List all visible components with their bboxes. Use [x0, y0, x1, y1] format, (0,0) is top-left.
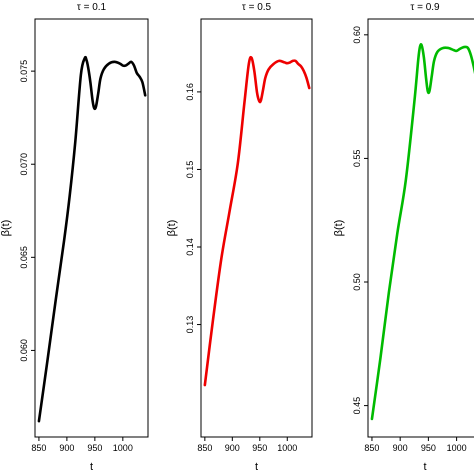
panel-3: τ = 0.9 850 900 950 1000 0.45 0.50 0.55 0.60 t β(t…	[333, 2, 474, 473]
y-tick-label: 0.60	[352, 26, 362, 44]
y-tick-label: 0.16	[185, 83, 195, 101]
series-line	[37, 55, 147, 423]
x-tick-label: 900	[393, 443, 408, 453]
y-tick-label: 0.13	[185, 316, 195, 334]
y-tick-label: 0.14	[185, 238, 195, 256]
y-tick-label: 0.45	[352, 397, 362, 415]
x-axis-label: t	[90, 461, 93, 473]
panel-title: τ = 0.5	[242, 2, 272, 13]
y-tick-label: 0.075	[19, 60, 29, 83]
y-tick-label: 0.060	[19, 339, 29, 362]
y-axis-label: β(t)	[0, 220, 12, 237]
x-tick-label: 950	[421, 443, 436, 453]
plot-frame	[34, 18, 149, 438]
x-tick-label: 950	[87, 443, 102, 453]
series-line	[203, 55, 311, 387]
plot-frame	[367, 18, 474, 438]
y-tick-label: 0.55	[352, 150, 362, 168]
y-axis-label: β(t)	[166, 220, 178, 237]
plot-frame	[200, 18, 313, 438]
x-tick-label: 1000	[113, 443, 133, 453]
x-axis-label: t	[423, 461, 426, 473]
y-tick-label: 0.070	[19, 153, 29, 176]
y-axis-label: β(t)	[333, 220, 345, 237]
x-tick-label: 950	[252, 443, 267, 453]
x-tick-label: 1000	[277, 443, 297, 453]
x-tick-label: 900	[59, 443, 74, 453]
panel-2: τ = 0.5 850 900 950 1000 0.13 0.14 0.15 0.16 t β(t…	[166, 2, 313, 473]
y-tick-label: 0.065	[19, 246, 29, 269]
x-tick-label: 850	[364, 443, 379, 453]
panel-1: τ = 0.1 850 900 950 1000 0.060 0.065 0.070 0.075…	[0, 2, 149, 473]
x-axis-label: t	[255, 461, 258, 473]
x-tick-label: 1000	[447, 443, 467, 453]
x-tick-label: 850	[197, 443, 212, 453]
panel-title: τ = 0.9	[410, 2, 440, 13]
y-tick-label: 0.15	[185, 161, 195, 179]
panel-title: τ = 0.1	[77, 2, 107, 13]
x-tick-label: 900	[225, 443, 240, 453]
x-tick-label: 850	[31, 443, 46, 453]
y-tick-label: 0.50	[352, 273, 362, 291]
series-line	[370, 43, 474, 421]
